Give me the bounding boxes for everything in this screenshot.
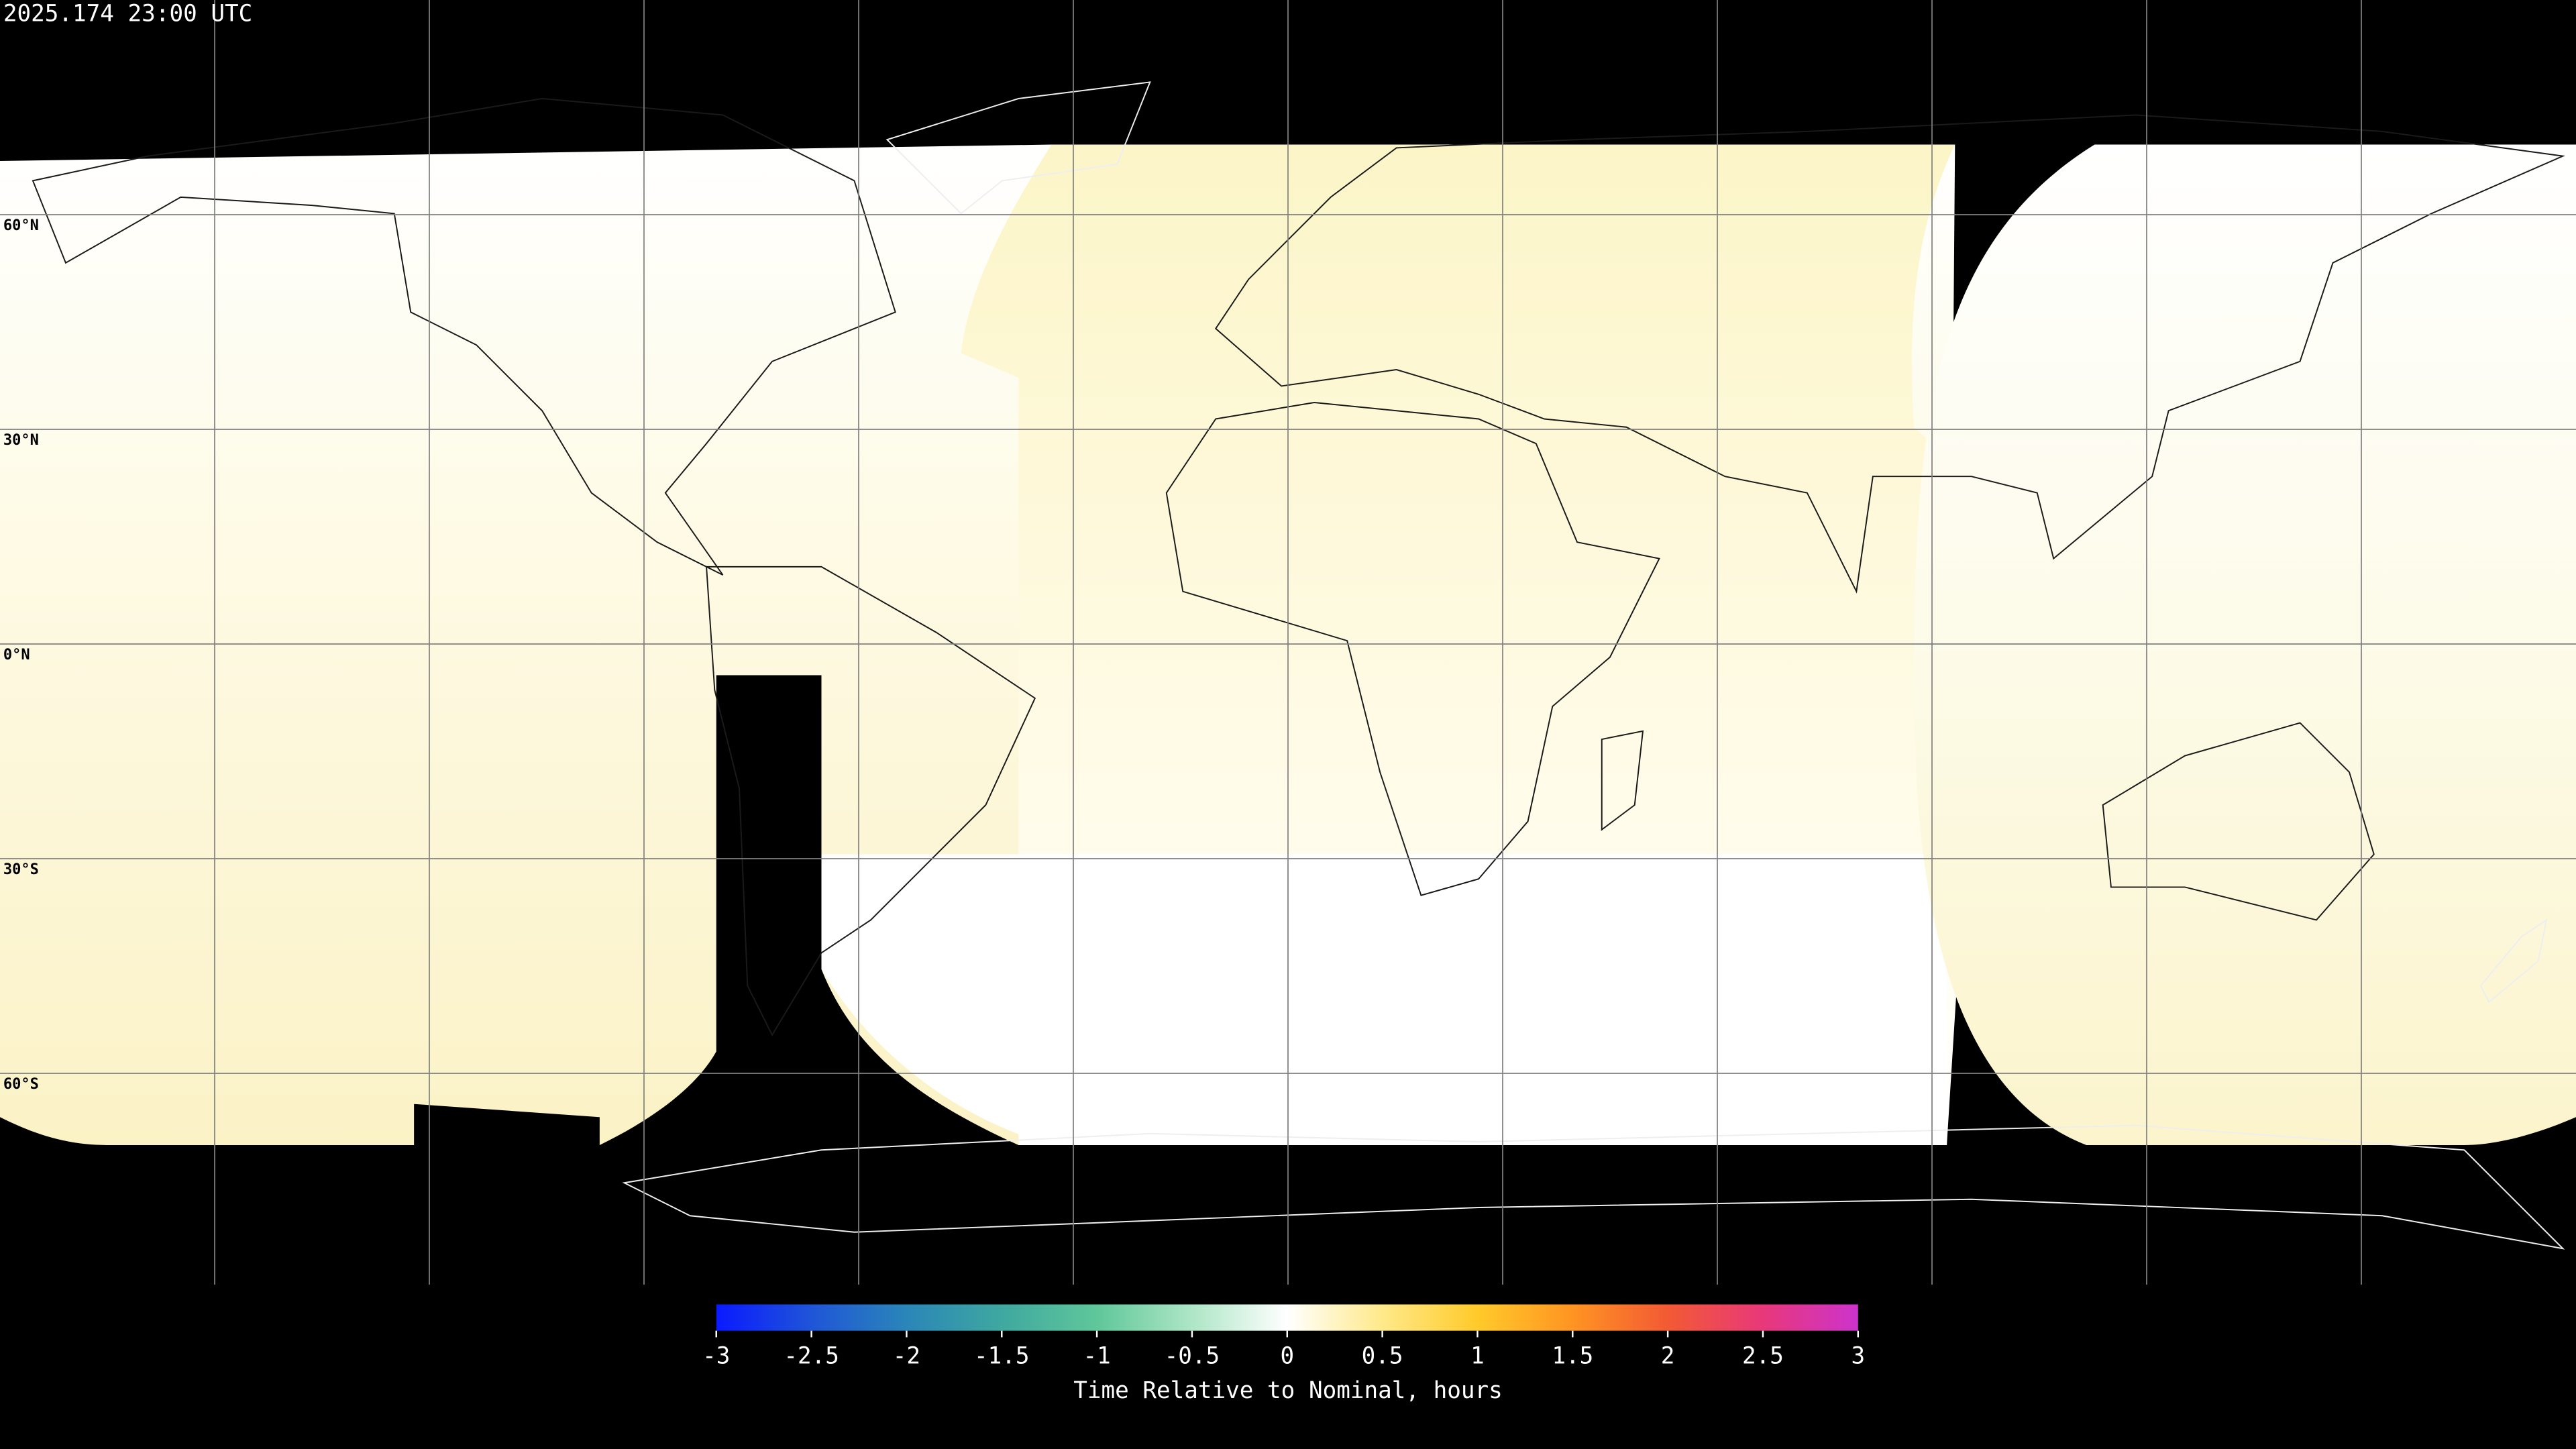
no-coverage-corner	[2464, 1117, 2576, 1145]
lat-label: 60°N	[3, 217, 39, 234]
colorbar-tick-label: 2	[1661, 1342, 1675, 1369]
colorbar-scale	[716, 1304, 1858, 1331]
colorbar: -3 -2.5 -2 -1.5 -1 -0.5 0 0.5 1 1.5 2 2.5 3	[702, 1304, 1865, 1369]
colorbar-tick-label: 3	[1851, 1342, 1865, 1369]
lat-label: 0°N	[3, 647, 30, 663]
coastlines-dark	[622, 81, 2565, 1250]
latitude-labels: 60°N 30°N 0°N 30°S 60°S	[3, 217, 39, 1093]
colorbar-label: Time Relative to Nominal, hours	[1073, 1377, 1503, 1404]
no-coverage-corner	[0, 1117, 107, 1145]
coastline	[1601, 730, 1644, 831]
coastline	[706, 566, 1036, 1036]
coastline	[622, 1124, 2565, 1250]
coastline	[32, 97, 896, 576]
coastline	[885, 81, 1151, 215]
colorbar-tick-label: -1.5	[974, 1342, 1030, 1369]
coastlines	[32, 97, 2565, 1036]
lat-label: 30°N	[3, 432, 39, 449]
timestamp: 2025.174 23:00 UTC	[3, 1, 252, 28]
coastline	[2102, 722, 2375, 921]
lat-label: 60°S	[3, 1076, 39, 1093]
colorbar-tick-label: 0.5	[1362, 1342, 1403, 1369]
colorbar-tick-label: 0	[1280, 1342, 1294, 1369]
coastline	[1165, 402, 1660, 896]
colorbar-tick-label: -1	[1083, 1342, 1110, 1369]
colorbar-tick-label: -2	[893, 1342, 920, 1369]
no-coverage-step	[414, 1104, 600, 1145]
colorbar-tick-label: -0.5	[1165, 1342, 1220, 1369]
colorbar-tick-label: 1	[1470, 1342, 1485, 1369]
colorbar-tick-label: 1.5	[1552, 1342, 1593, 1369]
coastline	[1214, 114, 2565, 594]
coverage-east	[1914, 144, 2576, 1145]
coverage-south	[821, 854, 1947, 1145]
no-coverage-chile	[599, 675, 1019, 1145]
map	[0, 0, 2576, 1285]
colorbar-tick-label: -2.5	[784, 1342, 839, 1369]
graticule	[0, 0, 2576, 1285]
coastline	[2479, 918, 2548, 1004]
colorbar-tick-label: 2.5	[1742, 1342, 1784, 1369]
lat-label: 30°S	[3, 861, 39, 878]
colorbar-tick-label: -3	[702, 1342, 730, 1369]
no-coverage-gap	[1955, 144, 2095, 154]
